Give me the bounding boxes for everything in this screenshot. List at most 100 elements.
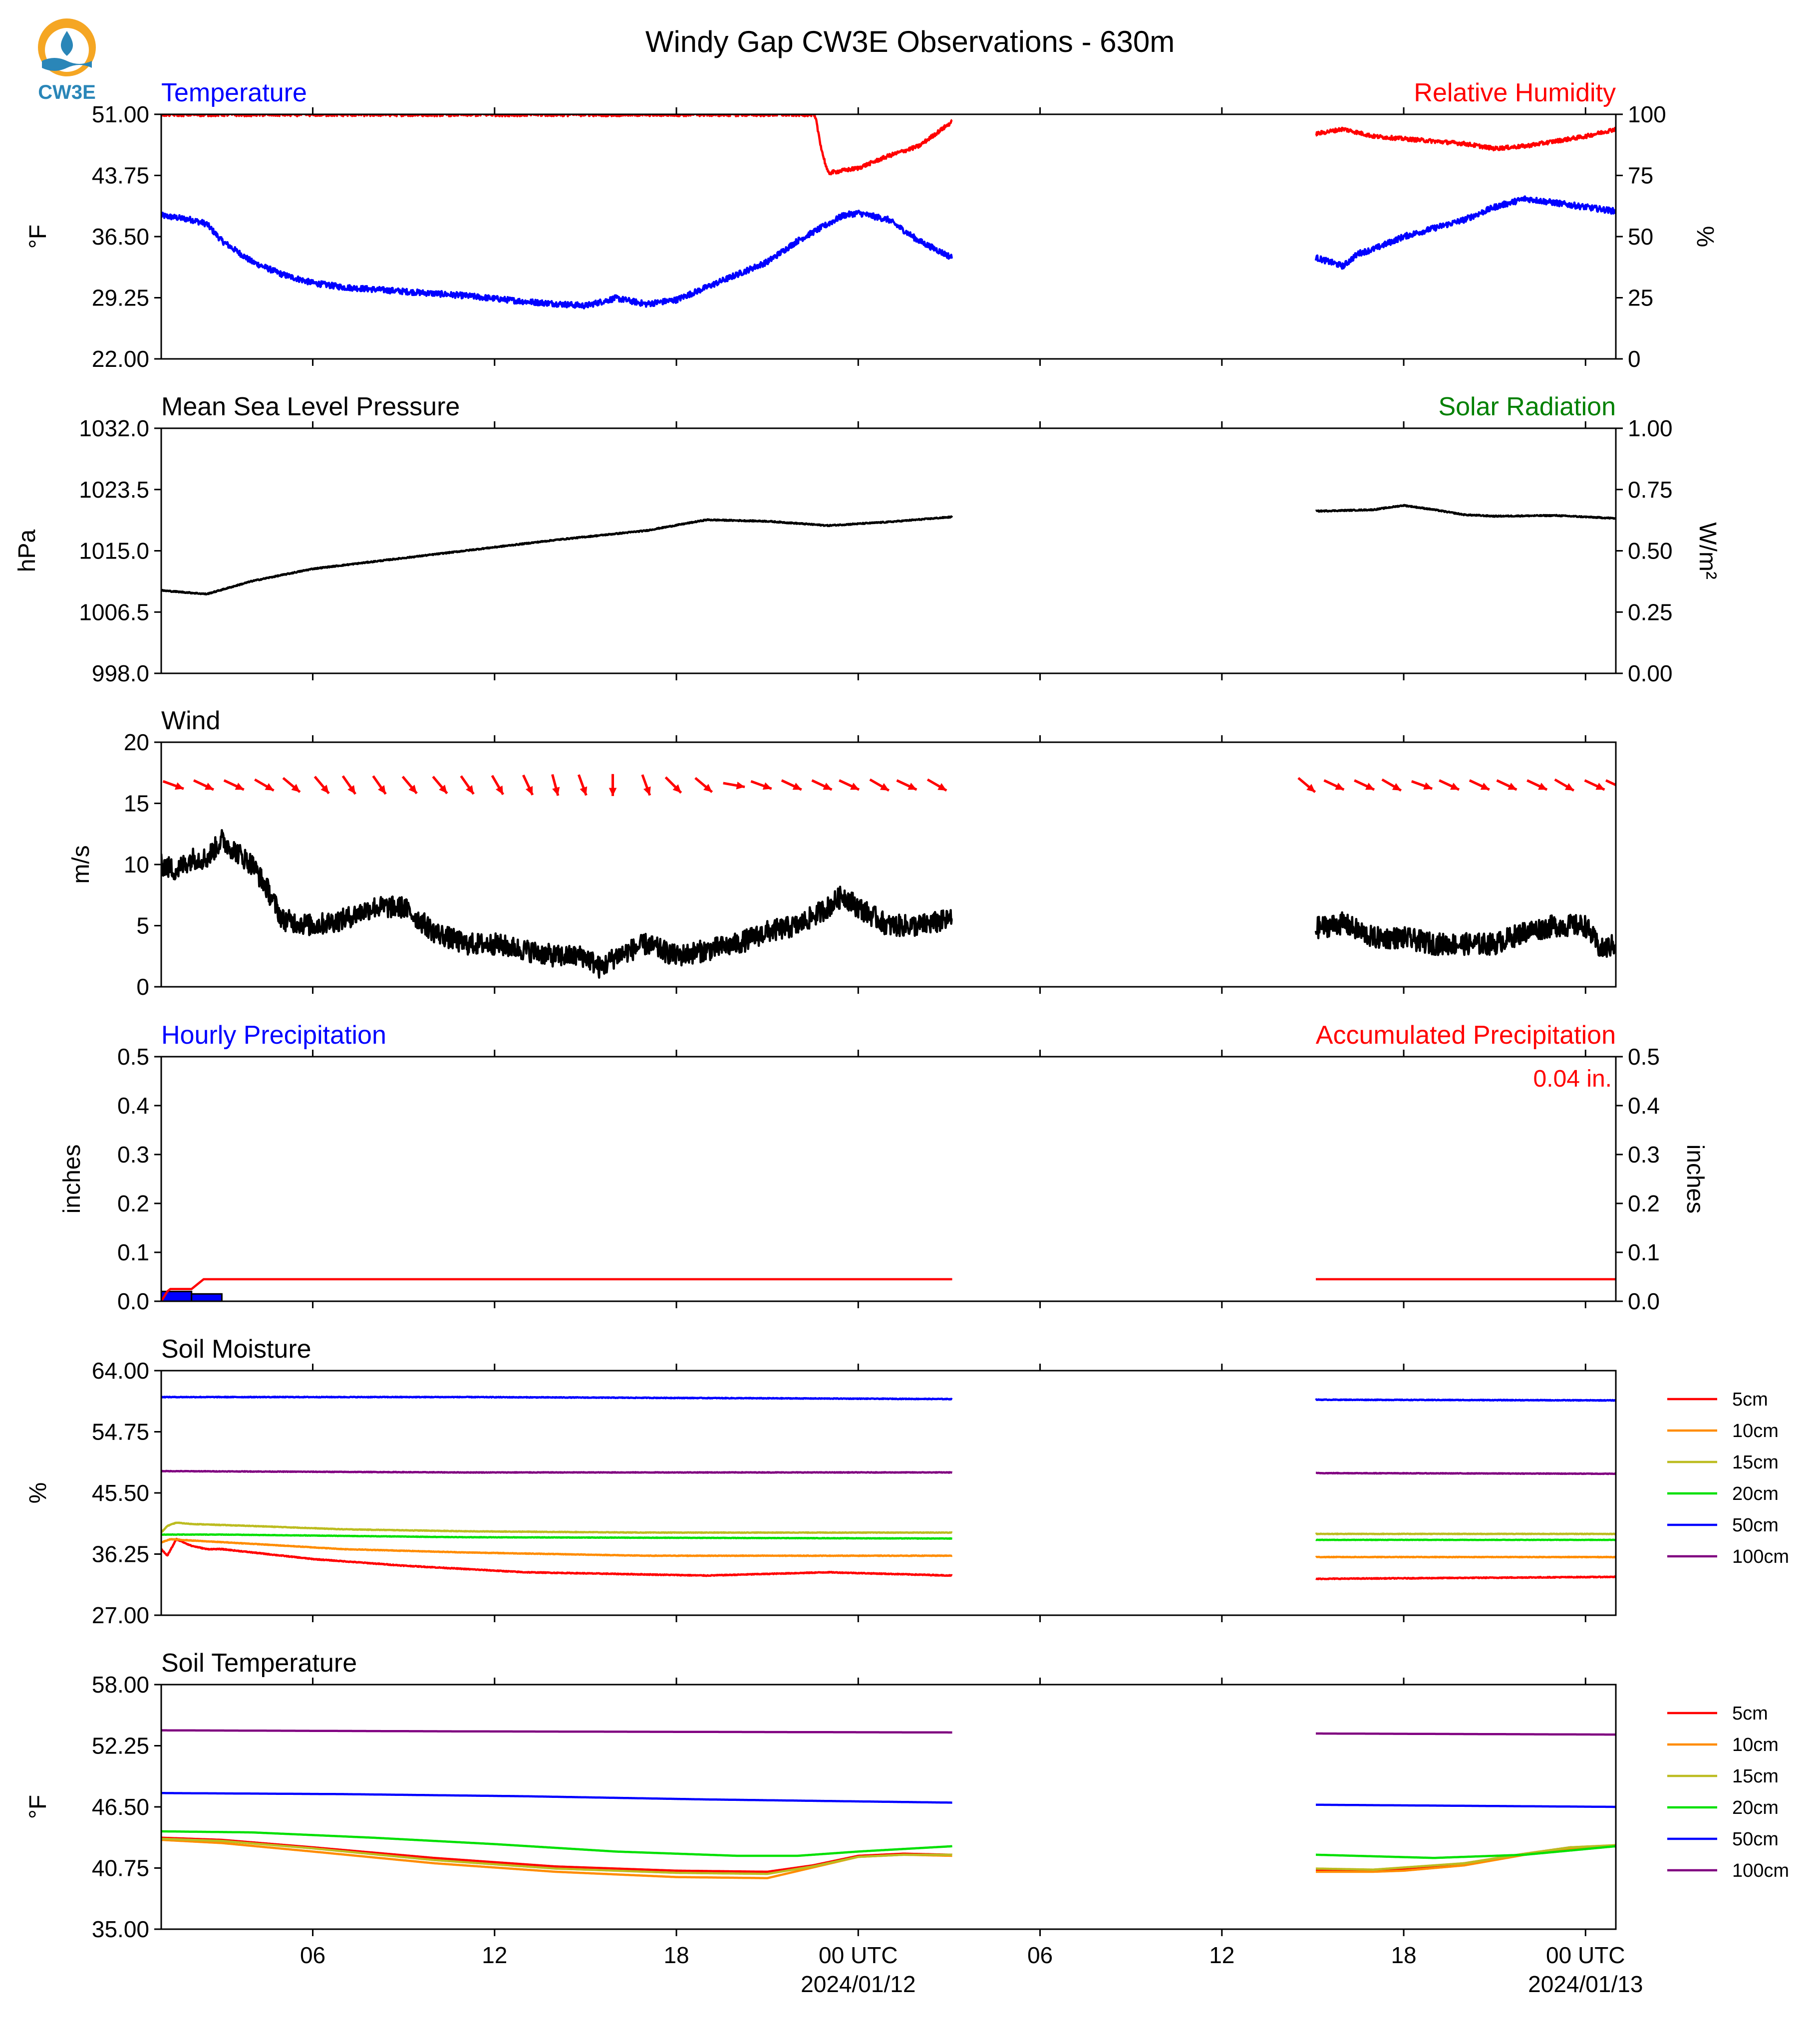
wind-arrow (926, 778, 947, 792)
legend-label: 20cm (1732, 1483, 1779, 1504)
wind-arrow (313, 776, 330, 795)
y2-tick-label: 25 (1628, 285, 1653, 311)
legend-label: 100cm (1732, 1860, 1789, 1881)
y2-tick-label: 75 (1628, 163, 1653, 189)
wind-arrow (254, 778, 275, 792)
y-tick-label: 36.25 (92, 1541, 149, 1567)
y-tick-label: 5 (136, 913, 149, 939)
wind-arrow (341, 775, 357, 795)
wind-arrow-head (1392, 783, 1401, 791)
series-line-100cm (161, 1469, 1616, 1475)
axes-frame (160, 427, 1617, 674)
y-tick-label: 1023.5 (79, 477, 149, 503)
y2-axis-label: W/m² (1694, 522, 1721, 579)
axes-frame (160, 113, 1617, 360)
y2-axis-label: % (1692, 226, 1718, 248)
wind-arrow (551, 774, 560, 796)
wind-arrow (193, 779, 214, 791)
y2-tick-label: 0.1 (1628, 1239, 1660, 1265)
y-tick-label: 45.50 (92, 1480, 149, 1506)
y2-tick-label: 0.5 (1628, 1044, 1660, 1070)
wind-arrow (223, 779, 245, 791)
y2-tick-label: 0.50 (1628, 538, 1673, 564)
y2-tick-label: 0.00 (1628, 660, 1673, 686)
y-axis-label: °F (25, 225, 51, 249)
wind-arrow-head (1538, 783, 1547, 790)
y-tick-label: 58.00 (92, 1672, 149, 1698)
y-tick-label: 1032.0 (79, 415, 149, 441)
wind-arrow (162, 780, 184, 790)
x-tick-label: 18 (663, 1942, 689, 1968)
x-tick-label: 00 UTC (819, 1942, 898, 1968)
y-tick-label: 0.2 (117, 1190, 149, 1216)
wind-arrow (432, 776, 448, 795)
y-axis-label: °F (25, 1795, 51, 1819)
precip-bar (191, 1293, 223, 1301)
x-date-label: 2024/01/12 (801, 1971, 915, 1997)
panel-1: Temperature Relative Humidity 51.00 43.75 36… (25, 78, 1718, 372)
wind-arrow (577, 774, 588, 796)
wind-arrow (781, 779, 802, 791)
wind-arrow-head (320, 785, 329, 794)
wind-arrow-head (1423, 782, 1433, 790)
series-line-100cm (161, 1729, 1616, 1736)
wind-arrow (1554, 778, 1575, 792)
wind-arrow-head (495, 785, 503, 795)
legend-label: 50cm (1732, 1515, 1779, 1536)
wind-arrow-head (850, 783, 860, 790)
axes-frame (160, 741, 1617, 988)
panel-title-left: Hourly Precipitation (161, 1021, 386, 1050)
y2-tick-label: 100 (1628, 101, 1666, 127)
wind-arrow (1354, 779, 1375, 791)
wind-arrow-head (643, 786, 651, 796)
wind-arrow-head (672, 784, 681, 793)
wind-arrow-head (265, 783, 274, 791)
panel-title-left: Temperature (161, 78, 307, 107)
wind-arrow (608, 774, 617, 796)
y2-tick-label: 50 (1628, 224, 1653, 250)
legend-label: 15cm (1732, 1766, 1779, 1787)
y-tick-label: 10 (124, 852, 149, 877)
x-tick-label: 18 (1391, 1942, 1416, 1968)
series-line-10cm (161, 1838, 1616, 1879)
wind-arrow (1323, 779, 1345, 791)
wind-arrow (1584, 779, 1605, 791)
wind-arrow (1439, 779, 1460, 791)
y-tick-label: 20 (124, 729, 149, 755)
y-axis-label: inches (59, 1145, 85, 1214)
x-tick-label: 00 UTC (1546, 1942, 1625, 1968)
logo-text: CW3E (38, 81, 96, 103)
wind-arrow-head (1335, 783, 1344, 790)
panel-5: Soil Moisture 64.00 54.75 45.50 36.25 27.00% 5… (25, 1335, 1789, 1628)
legend-label: 50cm (1732, 1829, 1779, 1850)
y-tick-label: 35.00 (92, 1916, 149, 1942)
panel-4: Hourly Precipitation Accumulated Precipit… (59, 1021, 1708, 1314)
legend-label: 10cm (1732, 1735, 1779, 1755)
axes-frame (160, 1056, 1617, 1302)
y-tick-label: 52.25 (92, 1733, 149, 1759)
wind-arrow (460, 775, 475, 795)
wind-arrow-head (1617, 783, 1626, 790)
wind-arrow-head (347, 785, 356, 794)
panel-title-right: Solar Radiation (1438, 392, 1616, 421)
wind-arrow (1469, 779, 1490, 791)
y-tick-label: 0.3 (117, 1142, 149, 1167)
y-tick-label: 0.5 (117, 1044, 149, 1070)
wind-arrow-head (466, 785, 474, 794)
wave-icon (42, 58, 92, 71)
y2-tick-label: 0.0 (1628, 1288, 1660, 1314)
y-tick-label: 43.75 (92, 163, 149, 189)
series-line-15cm (161, 1521, 1616, 1535)
y2-axis-label: inches (1682, 1145, 1708, 1214)
panel-2: Mean Sea Level Pressure Solar Radiation 10… (14, 392, 1721, 686)
y-tick-label: 1006.5 (79, 599, 149, 625)
wind-arrow-head (703, 784, 712, 792)
panel-3: Wind 20 15 10 5 0 m/s (68, 706, 1626, 1000)
wind-arrow (1381, 778, 1402, 792)
wind-arrow (750, 780, 772, 790)
wind-arrow-head (439, 785, 447, 794)
y-tick-label: 0.1 (117, 1239, 149, 1265)
wind-arrow (1297, 777, 1316, 793)
accumulated-total-label: 0.04 in. (1533, 1066, 1612, 1092)
wind-arrow-head (552, 787, 560, 796)
